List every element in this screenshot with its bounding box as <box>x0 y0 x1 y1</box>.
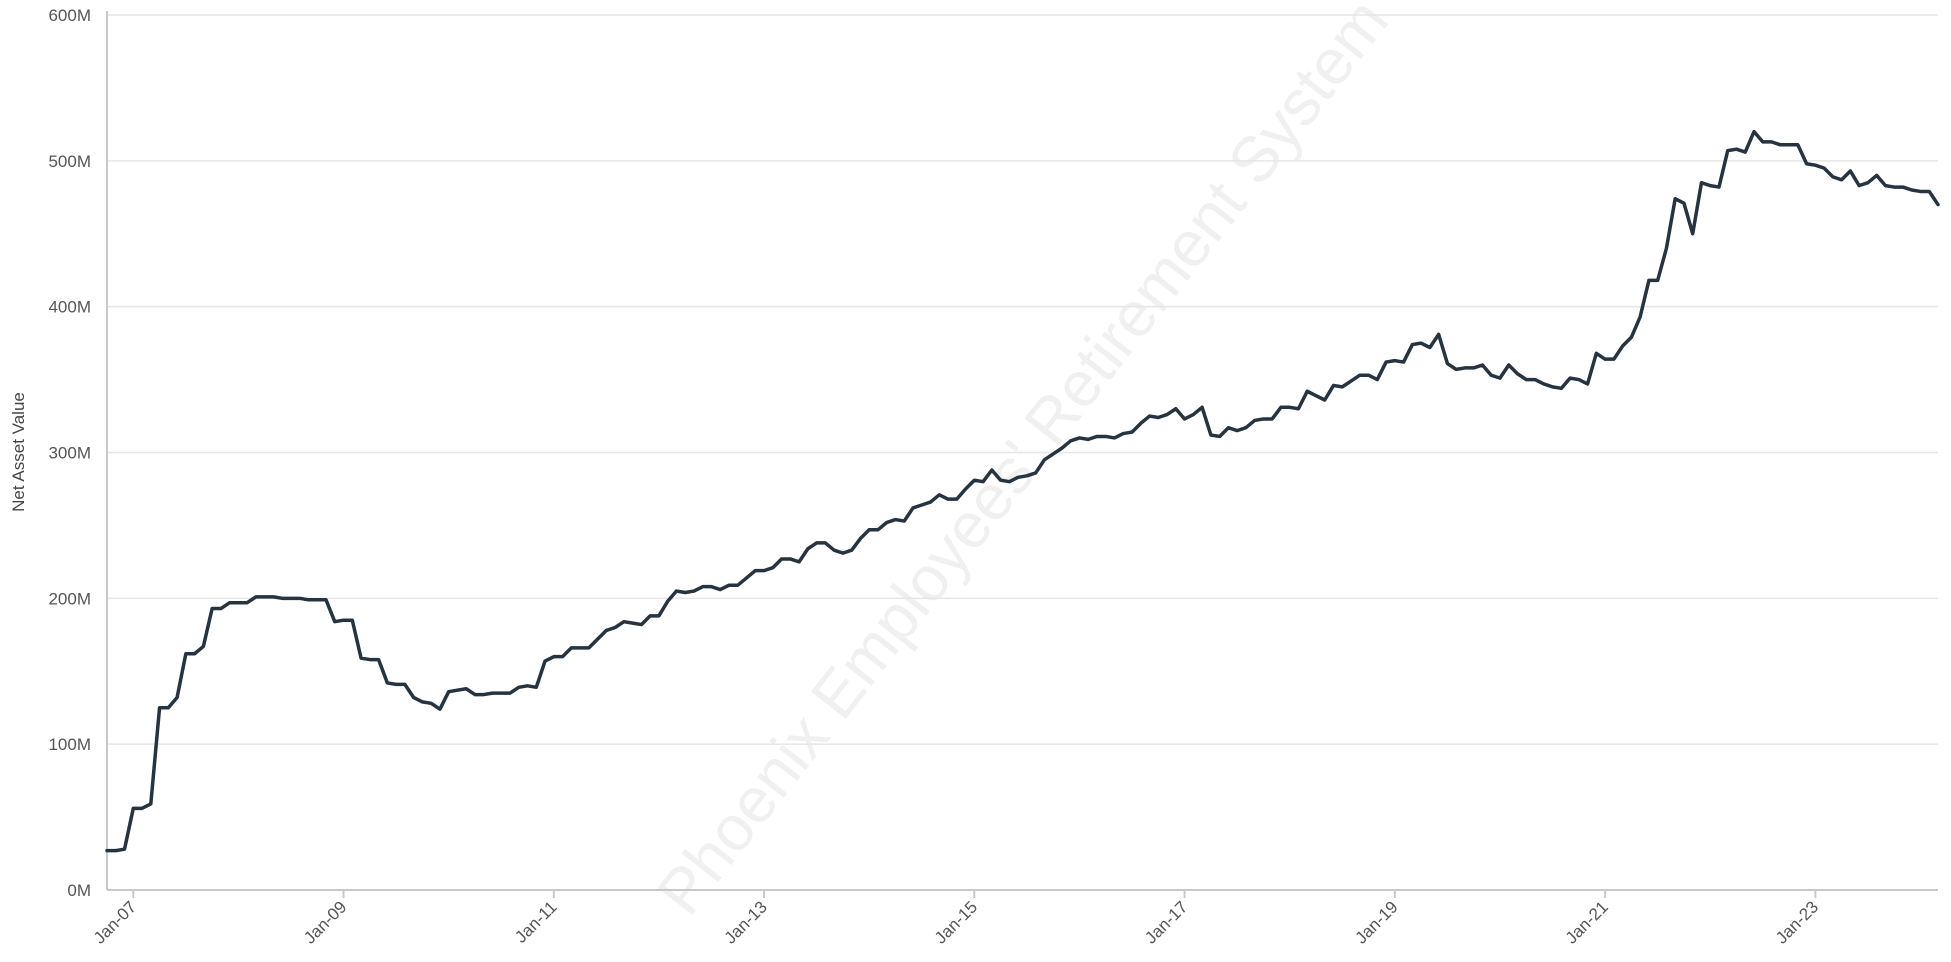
y-tick-label: 500M <box>48 152 91 171</box>
x-tick-label: Jan-21 <box>1562 897 1612 947</box>
x-tick-label: Jan-15 <box>931 897 981 947</box>
x-tick-label: Jan-09 <box>300 897 350 947</box>
x-tick-label: Jan-19 <box>1351 897 1401 947</box>
y-tick-label: 600M <box>48 6 91 25</box>
x-tick-label: Jan-13 <box>721 897 771 947</box>
x-tick-label: Jan-17 <box>1141 897 1191 947</box>
x-tick-label: Jan-23 <box>1772 897 1822 947</box>
y-tick-label: 100M <box>48 735 91 754</box>
watermark: Phoenix Employees' Retirement System <box>643 0 1401 928</box>
y-tick-label: 300M <box>48 444 91 463</box>
y-tick-label: 400M <box>48 298 91 317</box>
y-axis-label: Net Asset Value <box>9 392 28 512</box>
y-tick-label: 200M <box>48 589 91 608</box>
x-tick-label: Jan-07 <box>90 897 140 947</box>
y-tick-label: 0M <box>67 881 91 900</box>
data-line <box>105 129 1940 853</box>
x-tick-label: Jan-11 <box>511 897 560 946</box>
